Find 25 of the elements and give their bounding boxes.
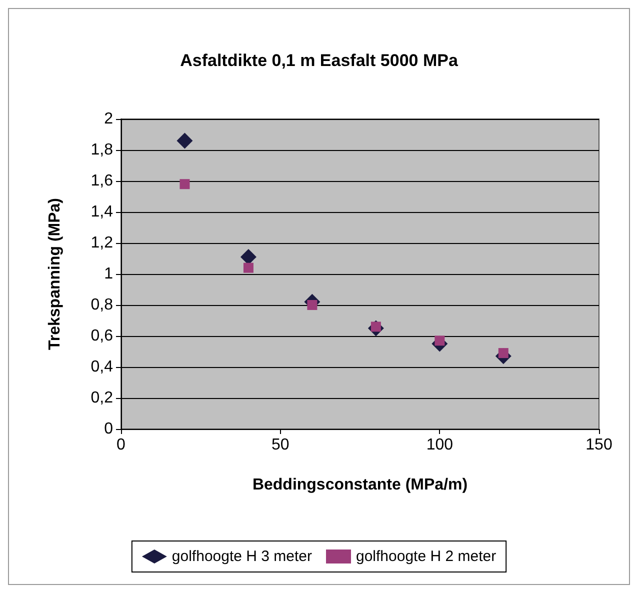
x-tick-label: 100 bbox=[426, 436, 454, 454]
y-tick-label: 1 bbox=[104, 266, 114, 282]
y-tick-label: 0,8 bbox=[90, 296, 114, 314]
x-axis-title: Beddingsconstante (MPa/m) bbox=[252, 476, 468, 494]
y-tick-label: 0 bbox=[104, 420, 114, 438]
y-tick-label: 0,4 bbox=[90, 358, 114, 376]
point bbox=[180, 179, 190, 190]
y-tick-label: 1,2 bbox=[90, 234, 114, 252]
chart-title: Asfaltdikte 0,1 m Easfalt 5000 MPa bbox=[180, 51, 458, 70]
x-tick-label: 0 bbox=[116, 436, 126, 454]
point bbox=[307, 300, 318, 310]
y-tick-label: 0,6 bbox=[90, 328, 114, 344]
point bbox=[240, 248, 256, 265]
y-tick-label: 1,8 bbox=[90, 142, 114, 158]
y-tick-label: 1,6 bbox=[90, 172, 114, 190]
x-tick-label: 150 bbox=[586, 436, 612, 454]
point bbox=[176, 132, 193, 149]
x-tick-label: 50 bbox=[271, 436, 290, 454]
y-axis-title: Trekspanning (MPa) bbox=[46, 198, 64, 350]
y-tick-label: 2 bbox=[104, 110, 114, 128]
legend-label: golfhoogte H 2 meter bbox=[356, 548, 496, 565]
legend-label: golfhoogte H 3 meter bbox=[172, 548, 312, 565]
y-tick-label: 0,2 bbox=[90, 390, 114, 406]
point bbox=[243, 262, 254, 273]
y-tick-label: 1,4 bbox=[90, 204, 114, 220]
